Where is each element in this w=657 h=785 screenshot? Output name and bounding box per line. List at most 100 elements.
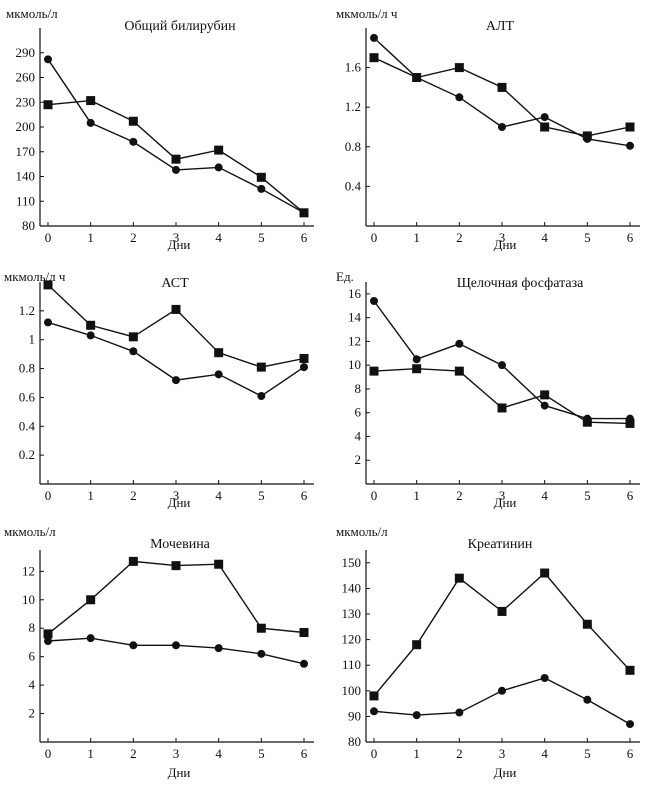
y-tick-label: 2 <box>29 706 36 721</box>
y-tick-label: 14 <box>348 310 362 325</box>
data-point-square <box>540 568 550 578</box>
data-point-square <box>214 559 224 569</box>
data-point-square <box>171 154 181 164</box>
data-point-circle <box>129 347 138 356</box>
data-point-square <box>128 332 138 342</box>
y-tick-label: 290 <box>16 45 36 60</box>
data-point-circle <box>86 331 95 340</box>
data-point-circle <box>172 641 180 650</box>
data-point-square <box>497 606 507 616</box>
data-point-square <box>625 665 635 675</box>
data-point-circle <box>44 55 52 64</box>
x-tick-label: 3 <box>499 488 506 503</box>
x-tick-label: 5 <box>584 230 591 245</box>
x-tick-label: 0 <box>45 488 52 503</box>
data-point-square <box>171 561 181 571</box>
y-tick-label: 0.6 <box>19 389 36 404</box>
x-tick-label: 4 <box>215 488 222 503</box>
chart-panel-creatinine: 80 90 100 110 120 130 140 150 0 1 2 3 4 5 6 Креатинин мк… <box>336 524 640 780</box>
data-point-circle <box>300 659 308 668</box>
y-unit-label: мкмоль/л <box>336 524 388 539</box>
data-point-circle <box>86 118 95 127</box>
x-tick-label: 1 <box>87 488 94 503</box>
data-point-circle <box>214 370 223 379</box>
x-tick-label: 0 <box>371 230 378 245</box>
y-tick-label: 12 <box>348 333 361 348</box>
data-point-circle <box>540 113 549 122</box>
chart-title: Креатинин <box>468 537 533 552</box>
x-tick-label: 0 <box>45 746 52 761</box>
y-tick-label: 110 <box>16 193 35 208</box>
chart-title: Мочевина <box>150 537 211 552</box>
y-tick-label: 200 <box>16 119 36 134</box>
y-tick-label: 4 <box>29 677 36 692</box>
data-point-circle <box>455 708 464 717</box>
y-tick-label: 260 <box>16 70 36 85</box>
data-point-square <box>582 619 592 629</box>
y-unit-label: мкмоль/л <box>6 6 58 21</box>
y-unit-label: мкмоль/л ч <box>336 6 398 21</box>
data-point-square <box>582 131 592 141</box>
x-axis-label: Дни <box>494 495 517 510</box>
x-tick-label: 1 <box>87 746 94 761</box>
x-tick-label: 3 <box>173 746 180 761</box>
y-tick-label: 0.8 <box>19 361 35 376</box>
chart-title: АЛТ <box>486 19 515 34</box>
x-tick-label: 0 <box>45 230 52 245</box>
series-line-circle <box>47 58 305 214</box>
y-tick-label: 1.6 <box>345 60 362 75</box>
y-tick-label: 170 <box>16 144 36 159</box>
x-tick-label: 0 <box>371 488 378 503</box>
y-unit-label: мкмоль/л ч <box>4 269 66 284</box>
data-point-circle <box>370 33 378 42</box>
data-point-square <box>625 122 635 132</box>
y-tick-label: 1.2 <box>345 99 361 114</box>
x-tick-label: 1 <box>87 230 94 245</box>
y-tick-label: 12 <box>22 563 35 578</box>
x-tick-label: 3 <box>499 230 506 245</box>
chart-title: Щелочная фосфатаза <box>457 276 584 291</box>
x-tick-label: 2 <box>456 746 463 761</box>
x-tick-label: 6 <box>301 230 308 245</box>
data-point-square <box>497 403 507 413</box>
x-tick-label: 5 <box>584 746 591 761</box>
data-point-circle <box>412 711 421 720</box>
data-point-square <box>86 595 96 605</box>
data-point-square <box>454 63 464 73</box>
x-axis-label: Дни <box>168 765 191 780</box>
x-tick-label: 3 <box>173 230 180 245</box>
data-point-square <box>299 627 309 637</box>
y-tick-label: 140 <box>342 580 362 595</box>
x-tick-label: 5 <box>258 488 265 503</box>
chart-panel-bilirubin: 80 110 140 170 200 230 260 290 0 1 2 3 4 5 6 Общий били… <box>6 6 314 252</box>
y-tick-label: 0.2 <box>19 447 35 462</box>
data-point-square <box>256 362 266 372</box>
chart-panel-ast: 0.2 0.4 0.6 0.8 1 1.2 0 1 2 3 4 5 6 АСТ мкмоль/л ч Дни <box>4 269 314 510</box>
y-tick-label: 0.4 <box>19 418 36 433</box>
x-tick-label: 6 <box>627 746 634 761</box>
x-axis-label: Дни <box>168 237 191 252</box>
data-point-square <box>540 390 550 400</box>
y-tick-label: 0.8 <box>345 139 361 154</box>
y-tick-label: 0.4 <box>345 178 362 193</box>
data-point-circle <box>44 318 52 327</box>
x-tick-label: 5 <box>258 746 265 761</box>
data-point-square <box>43 629 53 639</box>
data-point-square <box>128 116 138 126</box>
y-tick-label: 120 <box>342 632 362 647</box>
x-tick-label: 0 <box>371 746 378 761</box>
y-tick-label: 8 <box>29 620 36 635</box>
y-tick-label: 130 <box>342 606 362 621</box>
y-tick-label: 230 <box>16 94 36 109</box>
x-tick-label: 2 <box>456 230 463 245</box>
y-unit-label: Ед. <box>336 269 354 284</box>
y-tick-label: 80 <box>348 734 361 749</box>
x-axis-label: Дни <box>168 495 191 510</box>
y-tick-label: 4 <box>355 428 362 443</box>
x-tick-label: 1 <box>413 488 420 503</box>
y-tick-label: 150 <box>342 555 362 570</box>
x-tick-label: 3 <box>173 488 180 503</box>
data-point-square <box>369 53 379 63</box>
